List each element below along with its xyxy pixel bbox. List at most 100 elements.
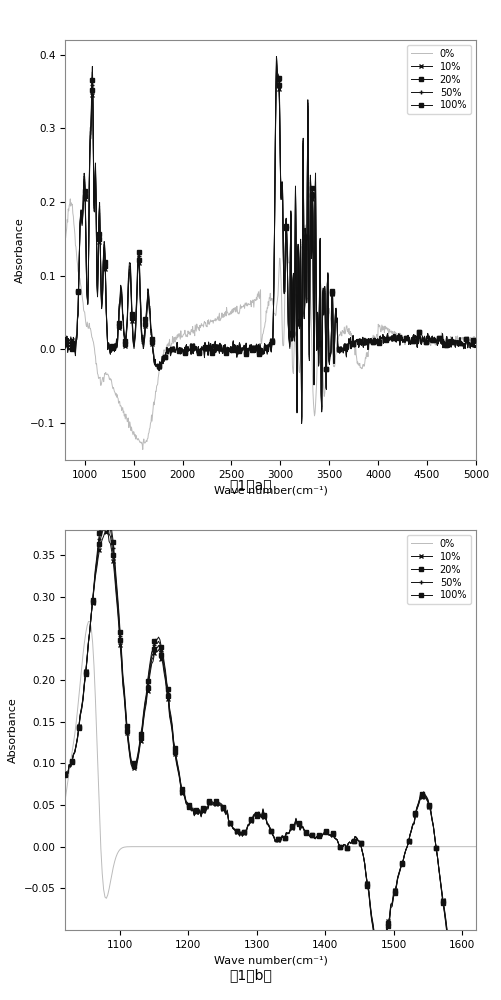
100% xyxy=(299,417,305,429)
20% xyxy=(410,819,416,831)
50% xyxy=(307,830,313,842)
50% xyxy=(417,332,423,344)
Legend: 0%, 10%, 20%, 50%, 100%: 0%, 10%, 20%, 50%, 100% xyxy=(407,45,471,114)
20% xyxy=(64,766,70,778)
50% xyxy=(410,818,416,830)
100% xyxy=(308,828,314,840)
Y-axis label: Absorbance: Absorbance xyxy=(8,697,18,763)
10% xyxy=(436,862,442,874)
100% xyxy=(307,830,313,842)
50% xyxy=(62,768,68,780)
50% xyxy=(64,766,70,778)
Line: 0%: 0% xyxy=(65,621,476,898)
100% xyxy=(417,332,423,344)
0% xyxy=(473,334,479,346)
20% xyxy=(274,61,280,73)
50% xyxy=(302,298,308,310)
20% xyxy=(62,769,68,781)
Y-axis label: Absorbance: Absorbance xyxy=(15,217,25,283)
20% xyxy=(299,413,305,425)
0% xyxy=(302,223,308,235)
0% xyxy=(375,332,381,344)
50% xyxy=(87,126,93,138)
10% xyxy=(299,411,305,423)
0% xyxy=(473,841,479,853)
50% xyxy=(308,828,314,840)
20% xyxy=(307,830,313,842)
100% xyxy=(315,830,321,842)
X-axis label: Wave number(cm⁻¹): Wave number(cm⁻¹) xyxy=(213,955,328,965)
20% xyxy=(436,862,442,874)
Line: 50%: 50% xyxy=(63,59,478,424)
20% xyxy=(87,130,93,142)
100% xyxy=(87,122,93,134)
Line: 10%: 10% xyxy=(63,69,478,420)
100% xyxy=(105,501,111,513)
Line: 100%: 100% xyxy=(63,504,478,1000)
Legend: 0%, 10%, 20%, 50%, 100%: 0%, 10%, 20%, 50%, 100% xyxy=(407,535,471,604)
Line: 0%: 0% xyxy=(65,199,476,449)
Line: 20%: 20% xyxy=(63,64,478,422)
10% xyxy=(417,332,423,344)
50% xyxy=(313,172,319,184)
20% xyxy=(105,516,111,528)
100% xyxy=(473,341,479,353)
Text: 图1（a）: 图1（a） xyxy=(229,478,272,492)
0% xyxy=(316,841,322,853)
100% xyxy=(64,766,70,778)
100% xyxy=(375,333,381,345)
10% xyxy=(62,769,68,781)
Line: 20%: 20% xyxy=(63,520,478,1000)
X-axis label: Wave number(cm⁻¹): Wave number(cm⁻¹) xyxy=(213,485,328,495)
0% xyxy=(411,841,417,853)
0% xyxy=(437,841,443,853)
0% xyxy=(140,443,146,455)
10% xyxy=(325,270,331,282)
100% xyxy=(436,863,442,875)
50% xyxy=(473,341,479,353)
10% xyxy=(64,767,70,779)
50% xyxy=(436,863,442,875)
0% xyxy=(310,841,316,853)
50% xyxy=(315,830,321,842)
0% xyxy=(62,232,68,244)
50% xyxy=(274,56,280,68)
100% xyxy=(325,267,331,279)
50% xyxy=(62,336,68,348)
20% xyxy=(302,296,308,308)
10% xyxy=(307,830,313,842)
0% xyxy=(417,337,423,349)
10% xyxy=(315,830,321,842)
0% xyxy=(86,615,92,627)
0% xyxy=(103,892,109,904)
0% xyxy=(62,794,68,806)
100% xyxy=(302,299,308,311)
10% xyxy=(105,524,111,536)
0% xyxy=(325,315,331,327)
0% xyxy=(64,785,70,797)
0% xyxy=(313,399,319,411)
10% xyxy=(375,333,381,345)
Line: 100%: 100% xyxy=(63,54,478,426)
100% xyxy=(62,768,68,780)
50% xyxy=(299,415,305,427)
10% xyxy=(473,341,479,353)
50% xyxy=(325,268,331,280)
0% xyxy=(308,841,314,853)
Line: 50%: 50% xyxy=(63,512,478,1000)
100% xyxy=(274,51,280,63)
Line: 10%: 10% xyxy=(63,528,478,1000)
20% xyxy=(315,830,321,842)
20% xyxy=(308,828,314,840)
10% xyxy=(62,332,68,344)
Text: 图1（b）: 图1（b） xyxy=(229,968,272,982)
20% xyxy=(313,176,319,188)
10% xyxy=(87,134,93,146)
20% xyxy=(417,332,423,344)
0% xyxy=(67,193,73,205)
10% xyxy=(274,66,280,78)
20% xyxy=(325,269,331,281)
50% xyxy=(375,333,381,345)
10% xyxy=(410,819,416,831)
20% xyxy=(375,333,381,345)
